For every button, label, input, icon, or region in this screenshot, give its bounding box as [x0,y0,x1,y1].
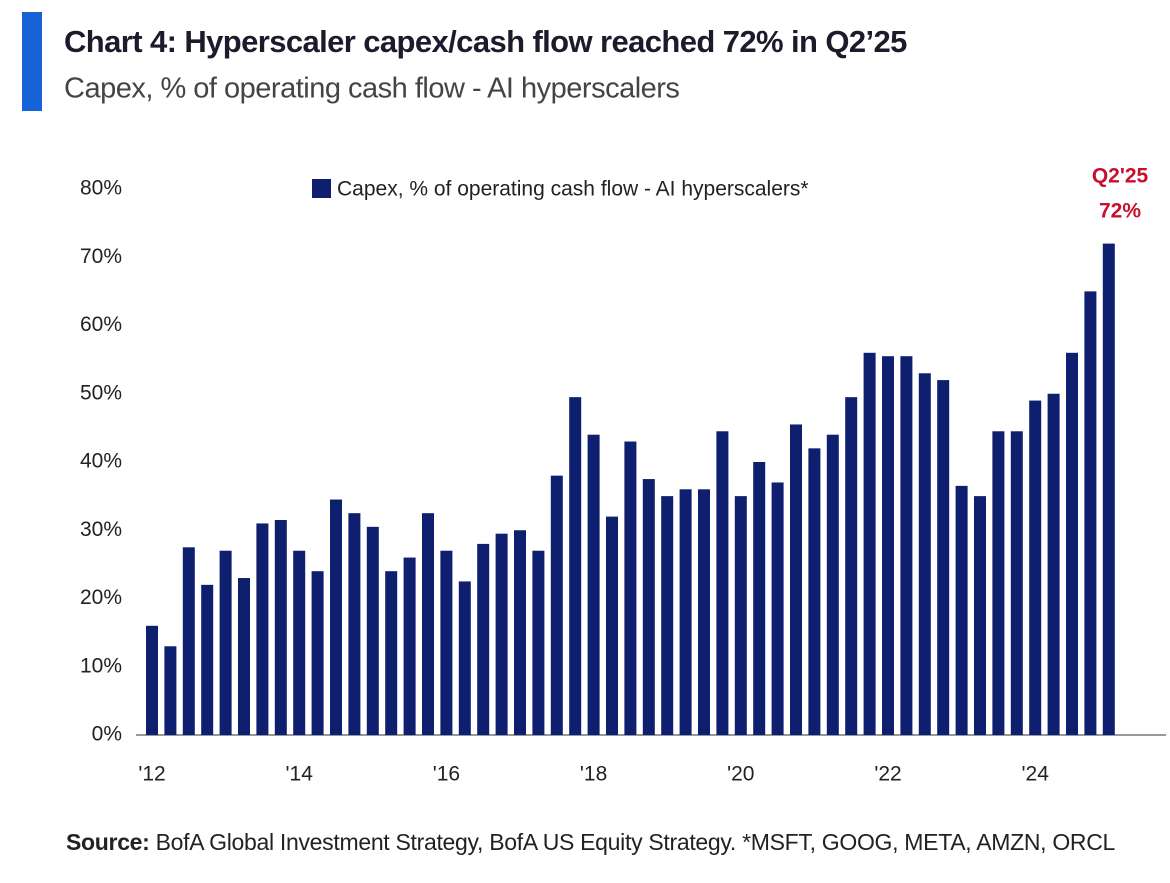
legend-swatch [312,179,331,198]
x-tick-label: '24 [1022,763,1050,786]
bar [146,625,158,735]
bar [348,513,361,735]
y-tick-label: 50% [80,381,122,404]
bar [974,496,986,735]
bar [624,441,637,735]
source-text: BofA Global Investment Strategy, BofA US… [155,829,1116,855]
annotation-period: Q2'25 [1092,165,1149,188]
y-tick-label: 60% [80,313,122,336]
bar [330,499,342,735]
bar [679,489,692,735]
x-tick-label: '14 [286,763,314,786]
bar [606,516,618,735]
bar [366,526,379,735]
bar [477,543,490,735]
bar [182,547,195,735]
bar [734,496,747,735]
source-label: Source: [66,829,150,855]
source-note: Source: BofA Global Investment Strategy,… [66,826,1146,858]
chart-title: Chart 4: Hyperscaler capex/cash flow rea… [64,24,907,59]
chart-subtitle: Capex, % of operating cash flow - AI hyp… [64,73,679,105]
bar [293,550,306,735]
y-tick-label: 10% [80,654,122,677]
bar [661,496,674,735]
bar [918,373,931,735]
y-tick-label: 80% [80,177,122,200]
bar [514,530,526,735]
bar [164,646,177,735]
title-accent [22,12,42,111]
annotation-value: 72% [1099,200,1141,223]
bar [440,550,453,735]
bar [1066,352,1078,735]
bar [790,424,802,735]
bar [698,489,710,735]
x-tick-label: '16 [433,763,460,786]
x-tick-label: '12 [138,763,165,786]
bar [403,557,416,735]
bar [1047,393,1060,735]
bar [992,431,1005,735]
bar [1102,243,1115,735]
bar [882,356,894,735]
bar [458,581,471,735]
x-tick-label: '20 [727,763,754,786]
legend-label: Capex, % of operating cash flow - AI hyp… [337,178,809,201]
bar [753,462,766,735]
bar [1029,400,1042,735]
y-tick-label: 30% [80,518,122,541]
x-tick-label: '22 [874,763,901,786]
bar [716,431,729,735]
bar [1010,431,1023,735]
bar [238,578,250,735]
bar [201,584,214,735]
bar [587,434,600,735]
bar [422,513,434,735]
bar [808,448,821,735]
y-tick-label: 20% [80,586,122,609]
y-tick-label: 0% [92,723,122,746]
bar [937,380,950,735]
bar [569,397,582,735]
bar [863,352,876,735]
bar [256,523,269,735]
bar [1084,291,1097,735]
bar [274,520,287,735]
bar [845,397,858,735]
bar [495,533,508,735]
y-tick-label: 40% [80,450,122,473]
y-tick-label: 70% [80,245,122,268]
x-tick-label: '18 [580,763,607,786]
bar [900,356,913,735]
bar [771,482,784,735]
bar [311,571,324,735]
bar [550,475,563,735]
bar [219,550,232,735]
bar [642,479,655,735]
bar [385,571,398,735]
bar [826,434,839,735]
bar [955,485,968,735]
bar [532,550,545,735]
